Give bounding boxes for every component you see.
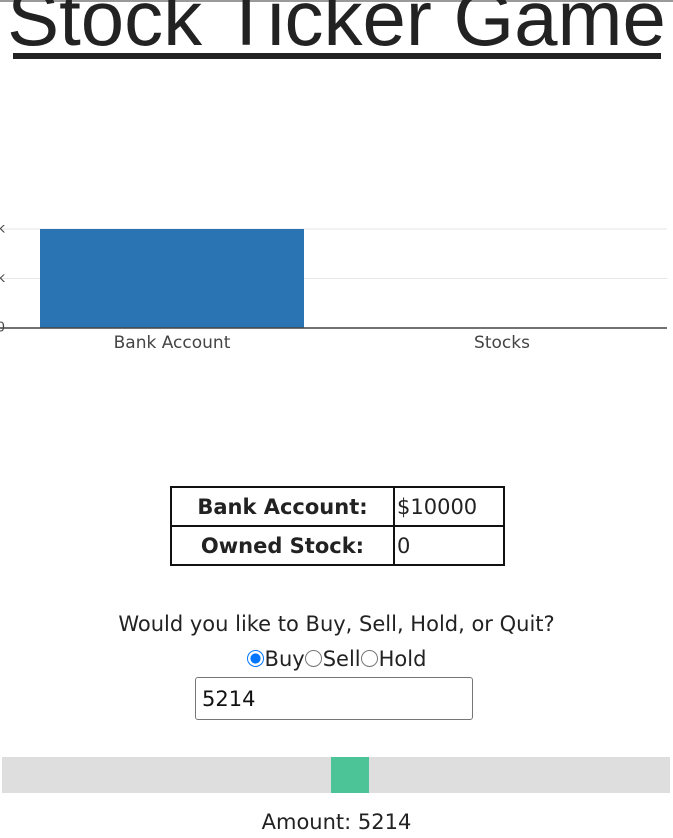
option-label: Buy (264, 647, 305, 671)
page-title: Stock Ticker Game (7, 0, 666, 62)
radio[interactable] (246, 650, 264, 667)
top-border (0, 0, 673, 2)
table-label: Owned Stock: (170, 525, 395, 566)
option[interactable]: Sell (304, 647, 361, 671)
table-value: 0 (393, 525, 505, 566)
x-tick-label: Stocks (474, 333, 530, 353)
account-table: Bank Account: $10000 Owned Stock: 0 (170, 486, 505, 566)
option-label: Hold (378, 647, 427, 671)
x-tick-label: Bank Account (114, 333, 231, 353)
amount-label: Amount: (261, 810, 352, 834)
option[interactable]: Hold (360, 647, 427, 671)
table-row: Owned Stock: 0 (170, 525, 505, 566)
prompt: Would you like to Buy, Sell, Hold, or Qu… (118, 612, 555, 636)
slider-thumb[interactable] (331, 757, 369, 793)
option-label: Sell (322, 647, 361, 671)
radio[interactable] (304, 650, 322, 667)
y-tick-label: 10k (0, 222, 5, 237)
options: Buy Sell Hold (0, 645, 673, 673)
table-value: $10000 (393, 486, 505, 527)
y-tick-label: 5k (0, 271, 5, 286)
amount-input[interactable] (195, 677, 473, 720)
bar (40, 229, 304, 328)
amount: Amount: 5214 (0, 808, 673, 836)
table-label: Bank Account: (170, 486, 395, 527)
radio[interactable] (360, 650, 378, 667)
amount-value: 5214 (357, 810, 412, 834)
table-row: Bank Account: $10000 (170, 486, 505, 527)
option[interactable]: Buy (246, 647, 305, 671)
title-underline (13, 53, 661, 59)
